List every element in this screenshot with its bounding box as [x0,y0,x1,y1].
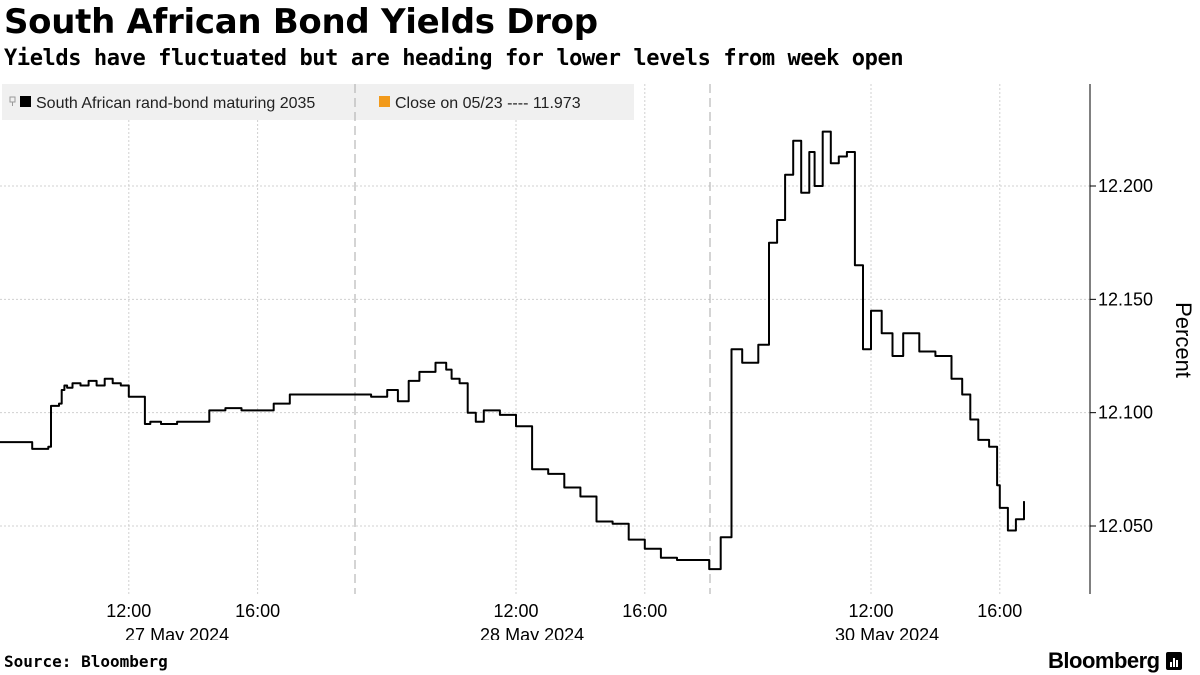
legend-label-series: South African rand-bond maturing 2035 [36,95,315,112]
x-tick-label: 16:00 [977,601,1022,621]
x-date-label: 27 May 2024 [125,625,229,640]
x-date-label: 28 May 2024 [480,625,584,640]
chart-title: South African Bond Yields Drop [4,2,598,42]
legend-swatch-close [379,96,390,107]
legend: South African rand-bond maturing 2035 Cl… [2,84,634,120]
y-tick-label: 12.200 [1098,176,1153,196]
x-tick-label: 12:00 [493,601,538,621]
y-axis-label: Percent [1171,302,1196,378]
session-dividers [354,84,711,594]
logo-text: Bloomberg [1048,648,1160,673]
grid-layer [0,84,1090,594]
x-tick-label: 12:00 [848,601,893,621]
line-chart: South African rand-bond maturing 2035 Cl… [0,84,1196,640]
legend-label-close: Close on 05/23 ---- 11.973 [395,95,581,112]
y-tick-label: 12.150 [1098,289,1153,309]
y-tick-label: 12.050 [1098,516,1153,536]
x-axis-ticks: 12:00 16:00 12:00 16:00 12:00 16:00 27 May 202… [106,601,1022,640]
x-tick-label: 12:00 [106,601,151,621]
y-tick-label: 12.100 [1098,403,1153,423]
bloomberg-logo: Bloomberg [1048,648,1182,674]
y-axis-ticks: 12.050 12.100 12.150 12.200 [1090,176,1153,536]
legend-collapse-icon[interactable] [9,96,16,106]
series-line-rand-bond-2035 [0,130,1025,571]
bloomberg-terminal-icon [1165,652,1182,670]
x-tick-label: 16:00 [622,601,667,621]
x-tick-label: 16:00 [235,601,280,621]
chart-subtitle: Yields have fluctuated but are heading f… [4,46,904,71]
legend-swatch-series [20,96,31,107]
source-note: Source: Bloomberg [4,652,168,671]
legend-background [2,84,634,120]
x-date-label: 30 May 2024 [835,625,939,640]
